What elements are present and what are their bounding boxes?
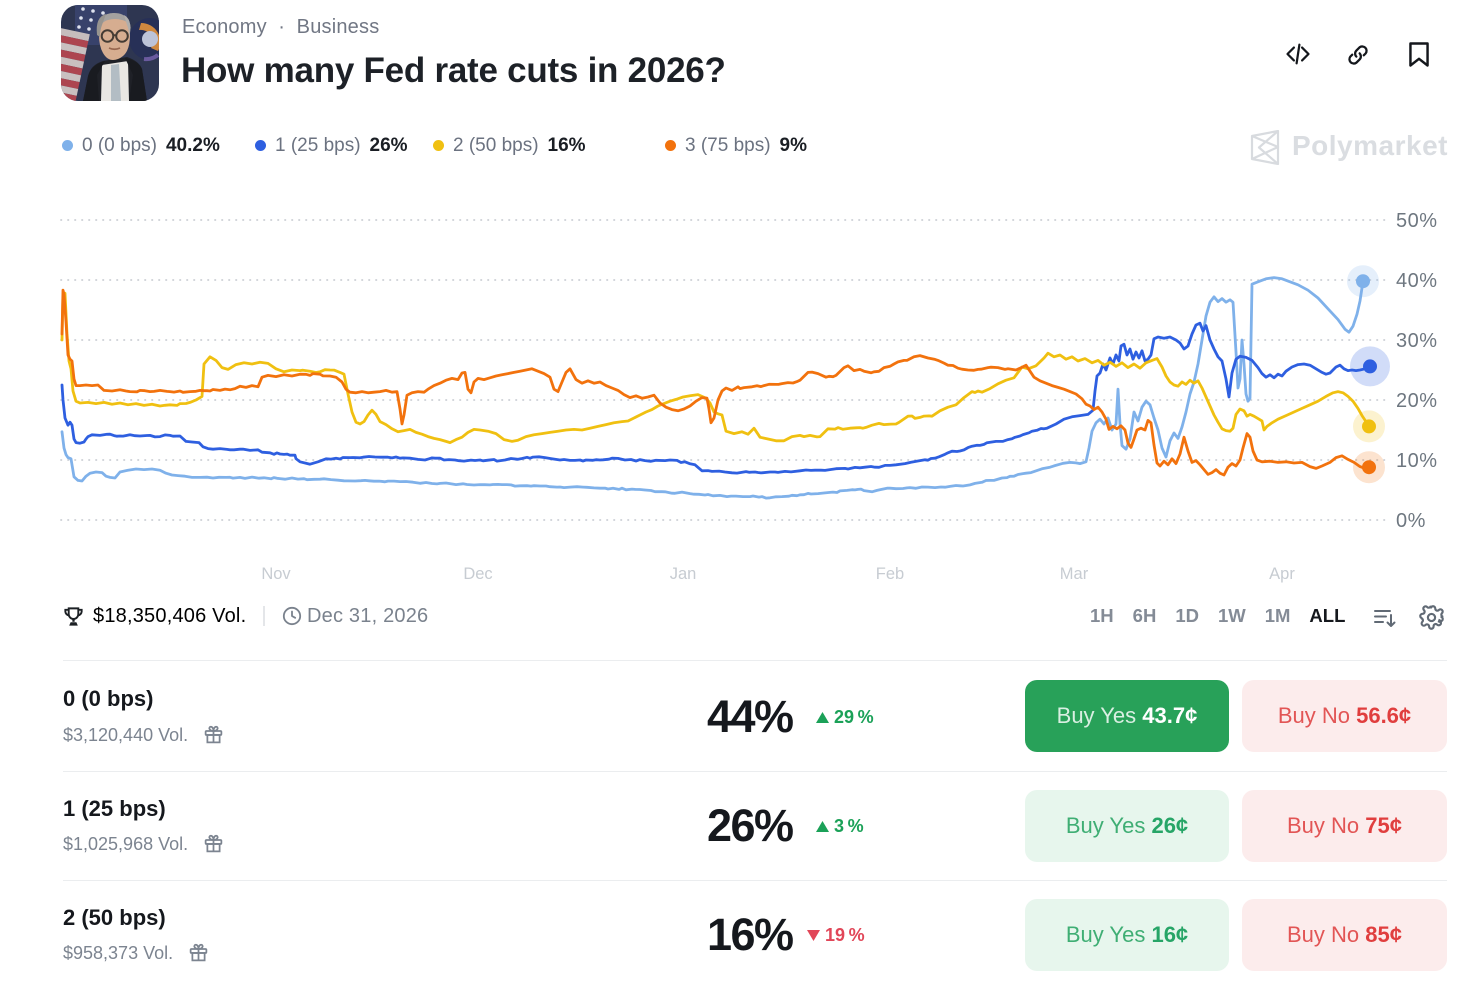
svg-text:Feb: Feb	[876, 565, 904, 583]
svg-text:10%: 10%	[1396, 450, 1438, 472]
svg-text:0%: 0%	[1396, 510, 1426, 532]
svg-text:Jan: Jan	[670, 565, 697, 583]
svg-text:Apr: Apr	[1269, 565, 1295, 583]
svg-text:30%: 30%	[1396, 330, 1438, 352]
svg-text:50%: 50%	[1396, 210, 1438, 232]
svg-text:Nov: Nov	[261, 565, 291, 583]
svg-text:Mar: Mar	[1060, 565, 1089, 583]
svg-text:20%: 20%	[1396, 390, 1438, 412]
svg-text:Dec: Dec	[463, 565, 492, 583]
svg-text:40%: 40%	[1396, 270, 1438, 292]
